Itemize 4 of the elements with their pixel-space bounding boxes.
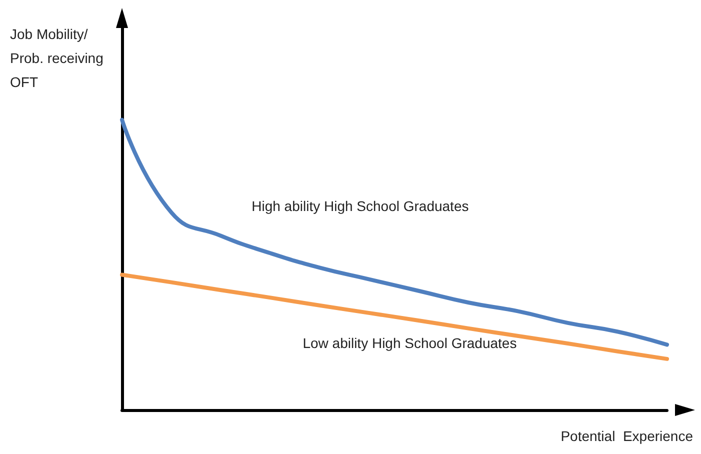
series-label: Low ability High School Graduates [302, 335, 517, 352]
text: High ability High School Graduates [252, 198, 469, 214]
x-axis-title: Potential Experience [560, 428, 694, 444]
y-axis-title: Job Mobility/ Prob. receiving OFT [10, 26, 108, 90]
